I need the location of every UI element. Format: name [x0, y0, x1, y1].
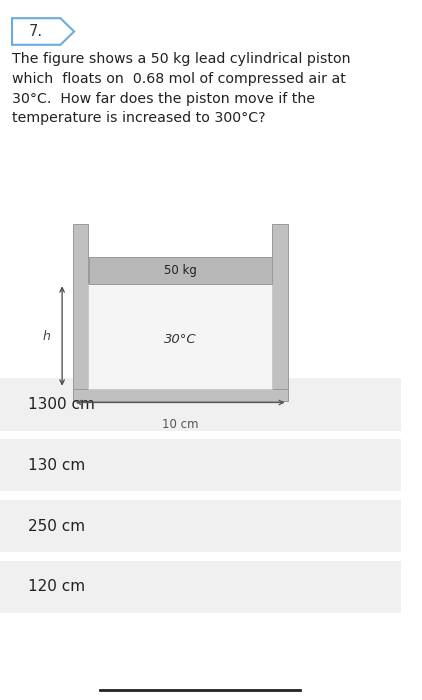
FancyBboxPatch shape — [73, 224, 88, 388]
FancyBboxPatch shape — [0, 500, 400, 552]
Text: 10 cm: 10 cm — [162, 418, 198, 431]
FancyBboxPatch shape — [89, 257, 272, 284]
FancyBboxPatch shape — [0, 561, 400, 613]
FancyBboxPatch shape — [0, 378, 400, 430]
FancyBboxPatch shape — [73, 389, 288, 401]
FancyBboxPatch shape — [0, 439, 400, 491]
Text: 7.: 7. — [29, 24, 43, 39]
Text: h: h — [43, 330, 51, 342]
Text: 130 cm: 130 cm — [28, 458, 85, 472]
FancyBboxPatch shape — [88, 284, 273, 388]
FancyBboxPatch shape — [273, 224, 288, 388]
Text: 1300 cm: 1300 cm — [28, 397, 95, 412]
Text: The figure shows a 50 kg lead cylindrical piston
which  floats on  0.68 mol of c: The figure shows a 50 kg lead cylindrica… — [12, 52, 351, 125]
Text: 250 cm: 250 cm — [28, 519, 85, 533]
Text: 50 kg: 50 kg — [164, 264, 197, 276]
Text: 30°C: 30°C — [164, 333, 197, 346]
Text: 120 cm: 120 cm — [28, 580, 85, 594]
